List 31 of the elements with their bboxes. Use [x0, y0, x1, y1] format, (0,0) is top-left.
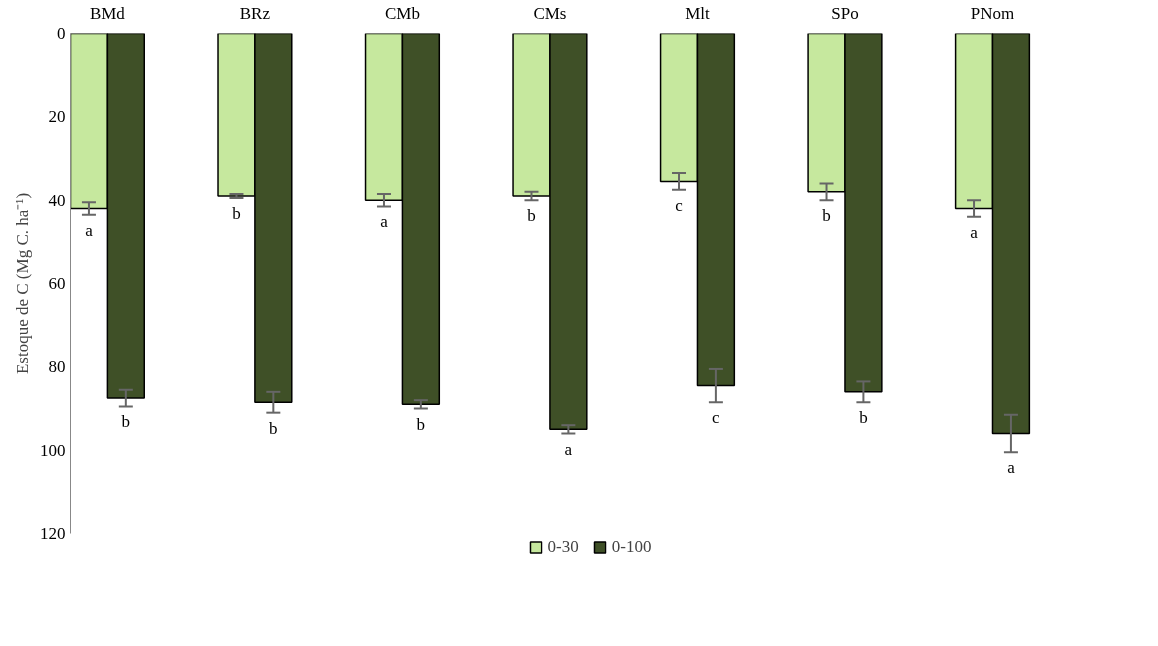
x-tick-label: CMb: [384, 3, 420, 23]
data-label: c: [675, 195, 684, 215]
data-label: b: [416, 414, 426, 434]
x-tick-label: BRz: [239, 3, 271, 23]
y-tick-label: 120: [40, 524, 66, 543]
data-label: b: [822, 206, 831, 226]
legend-label: 0-100: [611, 537, 652, 557]
data-label: b: [121, 412, 131, 432]
data-label: b: [527, 206, 536, 226]
data-label: a: [564, 439, 573, 459]
data-label: b: [859, 408, 868, 428]
data-label: b: [232, 204, 241, 224]
data-label: a: [1007, 458, 1016, 478]
data-label: b: [269, 418, 278, 438]
x-tick-label: PNom: [970, 3, 1015, 23]
y-tick-label: 20: [48, 107, 66, 127]
data-label: a: [85, 220, 94, 240]
y-tick-label: 100: [40, 440, 66, 460]
x-tick-label: CMs: [533, 3, 567, 23]
y-axis-title: Estoque de C (Mg C. ha⁻¹): [13, 192, 32, 375]
data-label: c: [712, 408, 721, 428]
x-tick-label: Mlt: [685, 3, 711, 23]
y-tick-label: 40: [48, 190, 66, 210]
y-tick-label: 0: [57, 24, 66, 43]
data-label: a: [970, 222, 979, 242]
x-tick-label: SPo: [831, 3, 859, 23]
x-tick-label: BMd: [89, 3, 126, 23]
data-label: a: [380, 212, 389, 232]
y-tick-label: 80: [48, 357, 66, 377]
legend-label: 0-30: [547, 537, 579, 557]
y-tick-label: 60: [48, 274, 66, 293]
